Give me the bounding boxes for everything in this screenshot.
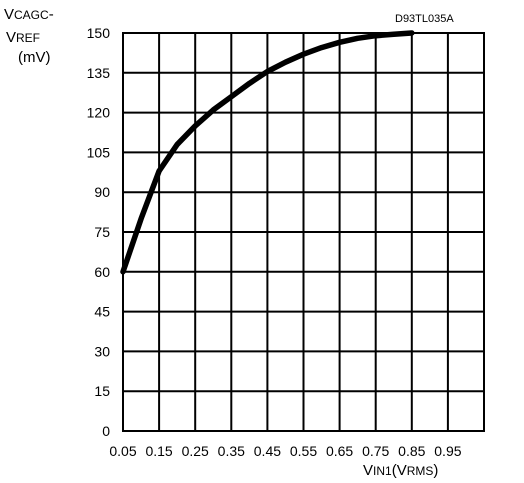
- y-tick-label: 135: [87, 65, 111, 81]
- y-tick-label: 0: [102, 423, 110, 439]
- x-axis-label: VIN1(VRMS): [363, 462, 438, 479]
- y-tick-label: 120: [87, 105, 111, 121]
- x-tick-label: 0.55: [290, 443, 317, 459]
- series-line: [120, 30, 415, 275]
- x-tick-label: 0.05: [109, 443, 136, 459]
- grid-lines: [122, 32, 485, 432]
- y-axis-unit: (mV): [18, 49, 51, 66]
- y-tick-labels: 0 15 30 45 60 75 90 105 120 135 150: [87, 25, 111, 439]
- x-tick-label: 0.85: [398, 443, 425, 459]
- y-tick-label: 45: [94, 304, 110, 320]
- y-axis-label-line1: VCAGC-: [4, 6, 54, 23]
- x-tick-label: 0.25: [182, 443, 209, 459]
- x-tick-labels: 0.05 0.15 0.25 0.35 0.45 0.55 0.65 0.75 0.85 0.95: [109, 443, 461, 459]
- x-tick-label: 0.45: [254, 443, 281, 459]
- y-tick-label: 105: [87, 144, 111, 160]
- x-tick-label: 0.35: [218, 443, 245, 459]
- x-tick-label: 0.65: [326, 443, 353, 459]
- y-tick-label: 15: [94, 383, 110, 399]
- y-tick-label: 90: [94, 184, 110, 200]
- y-tick-label: 60: [94, 264, 110, 280]
- y-tick-label: 150: [87, 25, 111, 41]
- plot-frame: [122, 32, 485, 432]
- y-tick-label: 30: [94, 343, 110, 359]
- x-tick-label: 0.75: [362, 443, 389, 459]
- x-tick-label: 0.15: [145, 443, 172, 459]
- y-tick-label: 75: [94, 224, 110, 240]
- figure-code: D93TL035A: [395, 13, 454, 25]
- y-axis-label-line2: VREF: [6, 29, 40, 46]
- x-tick-label: 0.95: [434, 443, 461, 459]
